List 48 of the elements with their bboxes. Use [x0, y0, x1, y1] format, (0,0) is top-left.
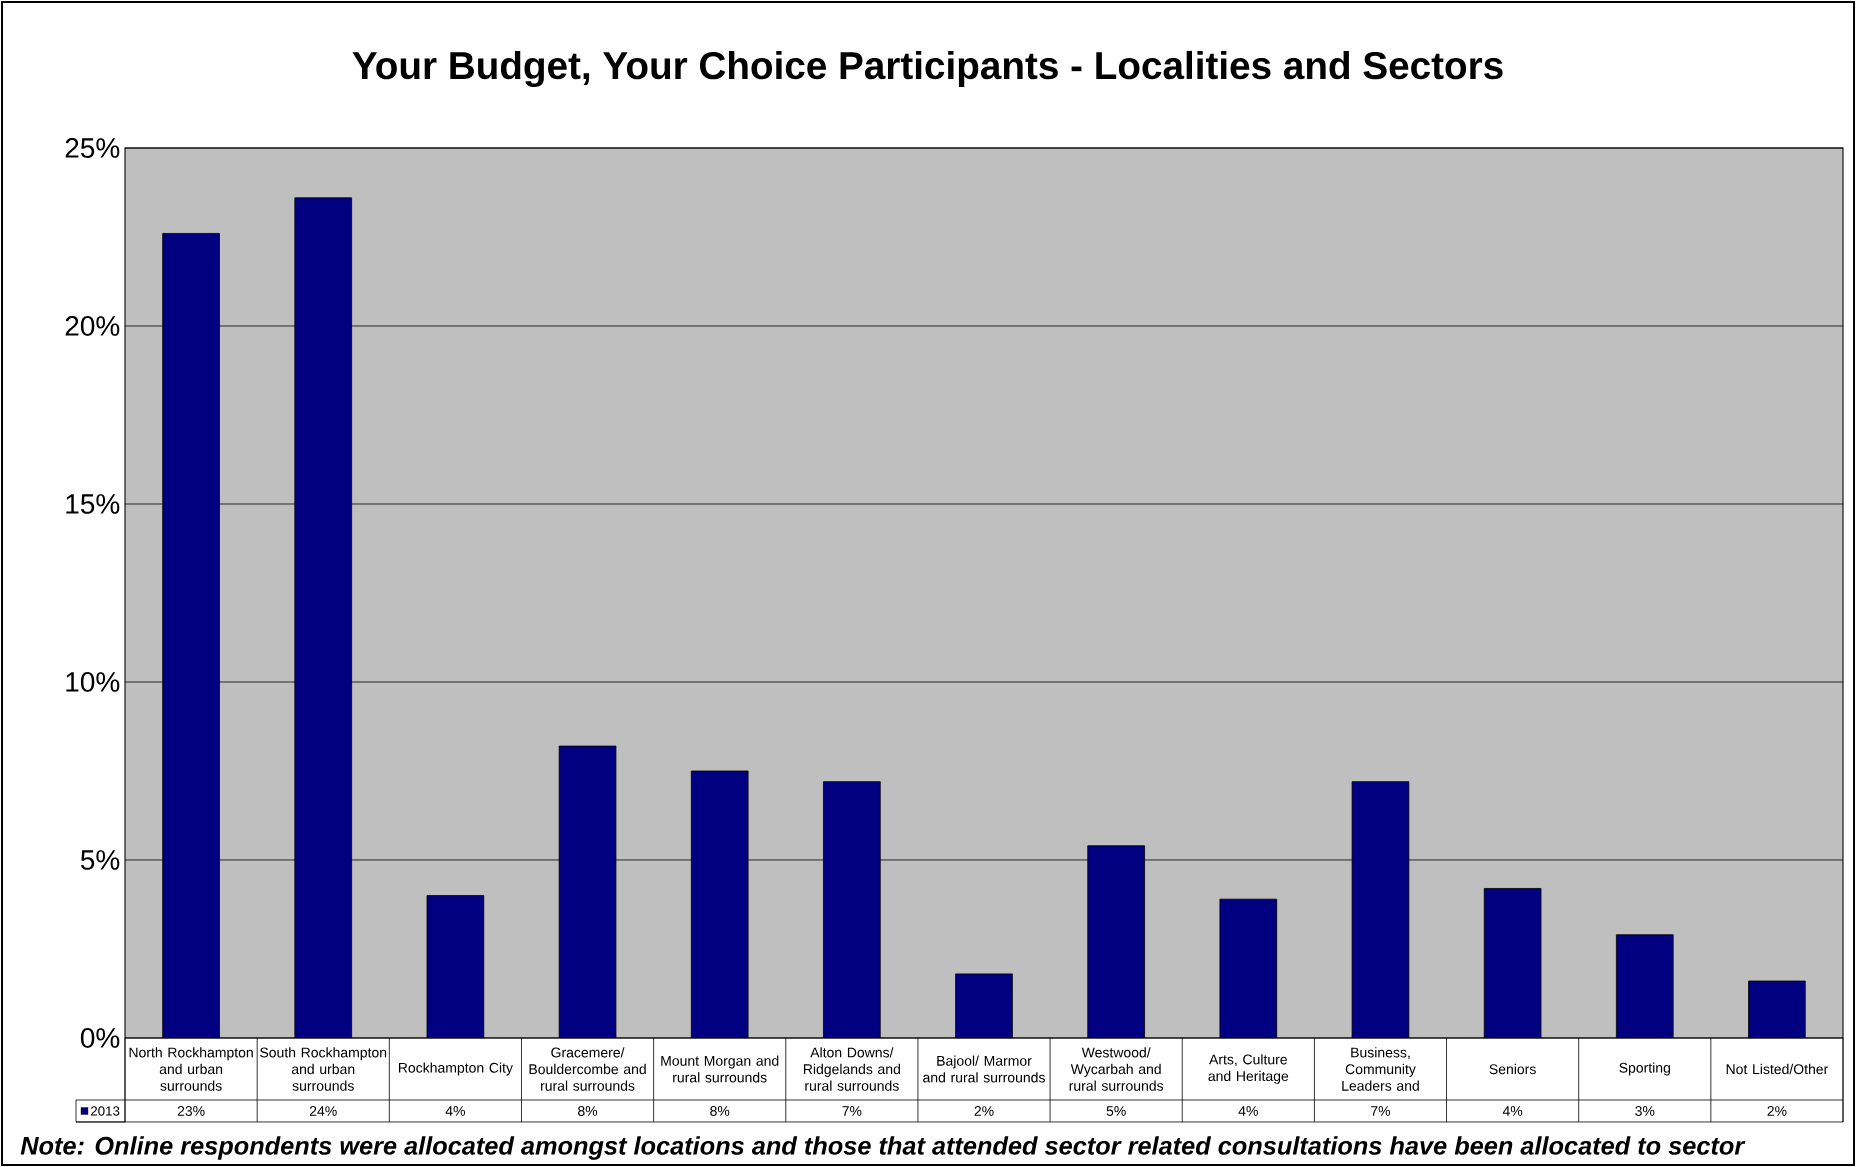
- data-label: 7%: [842, 1106, 862, 1116]
- data-label: 5%: [1106, 1106, 1126, 1116]
- bar: [294, 197, 353, 1038]
- y-tick-label: 10%: [66, 672, 120, 692]
- data-label: 4%: [1238, 1106, 1258, 1116]
- x-tick-label: Business, Community Leaders and: [1342, 1047, 1419, 1091]
- bar: [955, 973, 1013, 1038]
- x-tick-label: North Rockhampton and urban surrounds: [129, 1047, 253, 1091]
- bar: [823, 781, 881, 1038]
- bar: [1748, 980, 1806, 1038]
- data-label: 7%: [1371, 1106, 1391, 1116]
- y-tick-label: 25%: [65, 138, 120, 158]
- data-label: 2%: [1767, 1106, 1787, 1116]
- y-tick-label: 5%: [80, 850, 120, 870]
- bar: [162, 233, 220, 1038]
- x-tick-label: Not Listed/Other: [1726, 1063, 1829, 1075]
- bar: [690, 770, 749, 1038]
- data-label: 24%: [309, 1106, 337, 1116]
- bar: [1219, 898, 1278, 1038]
- x-tick-label: Seniors: [1489, 1063, 1536, 1075]
- x-tick-label: Sporting: [1619, 1062, 1670, 1076]
- data-label: 3%: [1635, 1106, 1655, 1116]
- data-label: 8%: [710, 1106, 730, 1116]
- x-tick-label: Gracemere/ Bouldercombe and rural surrounds: [529, 1047, 646, 1091]
- bar: [1483, 888, 1542, 1038]
- bar: [558, 745, 617, 1038]
- bar: [1087, 845, 1145, 1038]
- text: Note: Online respondents were allocated amongst locations and those that attended sector related consultations have been allocated to sector: [20, 1136, 1746, 1160]
- y-tick-label: 20%: [65, 316, 120, 336]
- y-tick-label: 0%: [80, 1028, 120, 1048]
- data-label: 23%: [177, 1106, 205, 1116]
- x-tick-label: Rockhampton City: [398, 1062, 513, 1076]
- data-label: 4%: [1502, 1106, 1523, 1116]
- x-tick-label: Mount Morgan and rural surrounds: [661, 1055, 779, 1083]
- x-tick-label: South Rockhampton and urban surrounds: [260, 1047, 387, 1091]
- bar: [1615, 934, 1674, 1038]
- data-label: 8%: [578, 1106, 598, 1116]
- x-tick-label: Arts, Culture and Heritage: [1208, 1054, 1289, 1084]
- chart-title: Your Budget, Your Choice Participants - Localities and Sectors: [352, 50, 1503, 88]
- bar: [1351, 781, 1410, 1038]
- x-tick-label: Alton Downs/ Ridgelands and rural surrounds: [803, 1047, 900, 1091]
- data-label: 4%: [445, 1106, 466, 1116]
- legend-label: 2013: [90, 1106, 120, 1116]
- x-tick-label: Westwood/ Wycarbah and rural surrounds: [1069, 1047, 1164, 1091]
- x-tick-label: Bajool/ Marmor and rural surrounds: [923, 1055, 1045, 1083]
- data-label: 2%: [974, 1106, 994, 1116]
- y-tick-label: 15%: [66, 494, 120, 514]
- bar: [426, 895, 485, 1038]
